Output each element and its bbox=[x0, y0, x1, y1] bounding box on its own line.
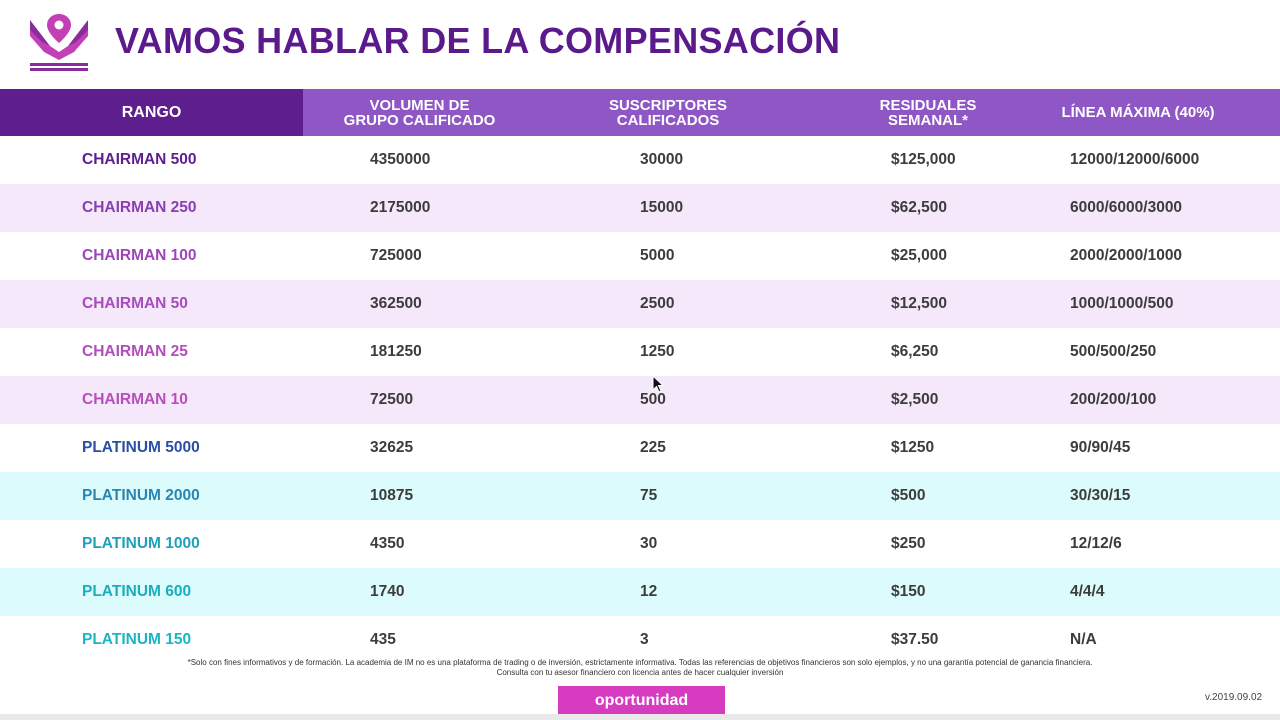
volumen-value: 32625 bbox=[370, 439, 414, 456]
table-row: PLATINUM 150 435 3 $37.50 N/A bbox=[0, 616, 1280, 664]
disclaimer-line-1: *Solo con fines informativos y de formac… bbox=[187, 658, 1093, 667]
residuales-value: $500 bbox=[891, 487, 926, 504]
table-row: CHAIRMAN 250 2175000 15000 $62,500 6000/… bbox=[0, 184, 1280, 232]
suscriptores-value: 15000 bbox=[640, 199, 684, 216]
mouse-pointer-icon bbox=[652, 375, 664, 393]
linea-value: 2000/2000/1000 bbox=[1070, 247, 1183, 264]
linea-value: 1000/1000/500 bbox=[1070, 295, 1174, 312]
header-suscriptores: SUSCRIPTORES CALIFICADOS bbox=[608, 96, 728, 129]
table-row: CHAIRMAN 500 4350000 30000 $125,000 1200… bbox=[0, 136, 1280, 184]
header-rango: RANGO bbox=[0, 89, 303, 136]
bottom-bar bbox=[0, 714, 1280, 720]
residuales-value: $12,500 bbox=[891, 295, 948, 312]
header-columns: VOLUMEN DE GRUPO CALIFICADO SUSCRIPTORES C… bbox=[303, 89, 1280, 136]
residuales-value: $6,250 bbox=[891, 343, 939, 360]
table-row: PLATINUM 5000 32625 225 $1250 90/90/45 bbox=[0, 424, 1280, 472]
table-body: CHAIRMAN 500 4350000 30000 $125,000 1200… bbox=[0, 136, 1280, 664]
linea-value: 500/500/250 bbox=[1070, 343, 1157, 360]
residuales-value: $62,500 bbox=[891, 199, 948, 216]
suscriptores-value: 12 bbox=[640, 583, 658, 600]
table-row: CHAIRMAN 25 181250 1250 $6,250 500/500/2… bbox=[0, 328, 1280, 376]
suscriptores-value: 30 bbox=[640, 535, 658, 552]
crown-pin-logo-icon bbox=[30, 14, 88, 71]
rank-label: CHAIRMAN 25 bbox=[82, 343, 188, 360]
header: VAMOS HABLAR DE LA COMPENSACIÓN bbox=[0, 0, 1280, 89]
residuales-value: $250 bbox=[891, 535, 926, 552]
rank-label: PLATINUM 1000 bbox=[82, 535, 200, 552]
linea-value: 200/200/100 bbox=[1070, 391, 1157, 408]
volumen-value: 181250 bbox=[370, 343, 422, 360]
suscriptores-value: 500 bbox=[640, 391, 666, 408]
linea-value: 4/4/4 bbox=[1070, 583, 1105, 600]
page-title: VAMOS HABLAR DE LA COMPENSACIÓN bbox=[115, 20, 841, 61]
rank-label: CHAIRMAN 250 bbox=[82, 199, 197, 216]
linea-value: N/A bbox=[1070, 631, 1097, 648]
disclaimer-line-2: Consulta con tu asesor financiero con li… bbox=[496, 668, 784, 677]
rank-label: PLATINUM 150 bbox=[82, 631, 192, 648]
rank-label: CHAIRMAN 50 bbox=[82, 295, 188, 312]
table-row: PLATINUM 1000 4350 30 $250 12/12/6 bbox=[0, 520, 1280, 568]
header-volumen: VOLUMEN DE GRUPO CALIFICADO bbox=[343, 96, 496, 129]
volumen-value: 4350000 bbox=[370, 151, 431, 168]
residuales-value: $2,500 bbox=[891, 391, 939, 408]
volumen-value: 4350 bbox=[370, 535, 405, 552]
suscriptores-value: 1250 bbox=[640, 343, 675, 360]
rank-label: PLATINUM 600 bbox=[82, 583, 192, 600]
residuales-value: $150 bbox=[891, 583, 926, 600]
suscriptores-value: 3 bbox=[640, 631, 649, 648]
suscriptores-value: 225 bbox=[640, 439, 666, 456]
volumen-value: 362500 bbox=[370, 295, 422, 312]
volumen-value: 10875 bbox=[370, 487, 414, 504]
residuales-value: $125,000 bbox=[891, 151, 956, 168]
header-residuales: RESIDUALES SEMANAL* bbox=[879, 96, 977, 129]
table-row: CHAIRMAN 10 72500 500 $2,500 200/200/100 bbox=[0, 376, 1280, 424]
volumen-value: 725000 bbox=[370, 247, 422, 264]
rank-label: PLATINUM 5000 bbox=[82, 439, 200, 456]
disclaimer: *Solo con fines informativos y de formac… bbox=[0, 658, 1280, 678]
rank-label: CHAIRMAN 10 bbox=[82, 391, 188, 408]
suscriptores-value: 30000 bbox=[640, 151, 684, 168]
volumen-value: 72500 bbox=[370, 391, 414, 408]
linea-value: 12/12/6 bbox=[1070, 535, 1122, 552]
volumen-value: 1740 bbox=[370, 583, 405, 600]
linea-value: 12000/12000/6000 bbox=[1070, 151, 1200, 168]
version-label: v.2019.09.02 bbox=[1205, 692, 1263, 703]
table-row: CHAIRMAN 100 725000 5000 $25,000 2000/20… bbox=[0, 232, 1280, 280]
suscriptores-value: 75 bbox=[640, 487, 658, 504]
rank-label: CHAIRMAN 500 bbox=[82, 151, 197, 168]
rank-label: CHAIRMAN 100 bbox=[82, 247, 197, 264]
header-linea-maxima: LÍNEA MÁXIMA (40%) bbox=[1061, 104, 1215, 121]
table-row: PLATINUM 600 1740 12 $150 4/4/4 bbox=[0, 568, 1280, 616]
table-row: CHAIRMAN 50 362500 2500 $12,500 1000/100… bbox=[0, 280, 1280, 328]
suscriptores-value: 2500 bbox=[640, 295, 675, 312]
oportunidad-button[interactable]: oportunidad bbox=[558, 686, 725, 715]
suscriptores-value: 5000 bbox=[640, 247, 675, 264]
table-row: PLATINUM 2000 10875 75 $500 30/30/15 bbox=[0, 472, 1280, 520]
residuales-value: $37.50 bbox=[891, 631, 939, 648]
volumen-value: 435 bbox=[370, 631, 396, 648]
residuales-value: $25,000 bbox=[891, 247, 948, 264]
table-header: RANGO VOLUMEN DE GRUPO CALIFICADO SUSCRIP… bbox=[0, 89, 1280, 136]
linea-value: 6000/6000/3000 bbox=[1070, 199, 1183, 216]
linea-value: 90/90/45 bbox=[1070, 439, 1131, 456]
rank-label: PLATINUM 2000 bbox=[82, 487, 200, 504]
linea-value: 30/30/15 bbox=[1070, 487, 1131, 504]
volumen-value: 2175000 bbox=[370, 199, 431, 216]
residuales-value: $1250 bbox=[891, 439, 935, 456]
